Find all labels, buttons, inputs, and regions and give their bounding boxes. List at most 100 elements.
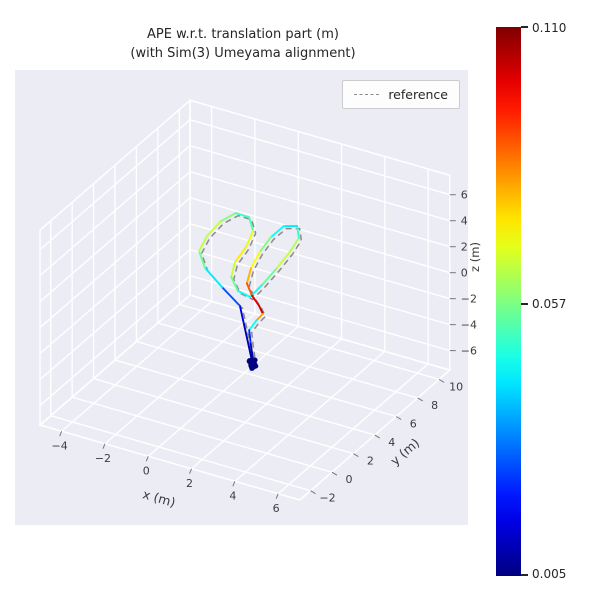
ape-path-segment [248, 216, 255, 232]
ape-path-segment [206, 220, 222, 237]
ape-path-segment [198, 234, 209, 252]
z-tick-label: −4 [461, 319, 477, 332]
x-axis-label: x (m) [141, 486, 177, 510]
ape-trajectory [198, 212, 300, 367]
ape-path-segment [245, 229, 255, 248]
x-tick-label: −4 [52, 439, 68, 452]
plot-title: APE w.r.t. translation part (m) [147, 27, 339, 42]
ape-path-segment [250, 251, 261, 270]
ape-path-segment [296, 225, 300, 239]
y-tick-mark [417, 397, 423, 402]
plot-title-block: APE w.r.t. translation part (m) (with Si… [0, 26, 486, 64]
ape-path-segment [248, 319, 258, 332]
colorbar-label-mid: 0.057 [532, 297, 567, 311]
grid-line [39, 119, 191, 251]
grid-line [157, 322, 418, 399]
ape-path-segment [258, 304, 264, 315]
y-tick-label: −2 [319, 492, 335, 505]
z-tick-label: 0 [461, 267, 468, 280]
x-tick-mark [275, 493, 279, 499]
grid-line [189, 222, 450, 300]
ape-path-segment [245, 267, 252, 285]
grid-line [39, 197, 191, 329]
colorbar-tick-min [521, 574, 528, 576]
ape-path-segment [251, 294, 261, 307]
y-tick-label: 4 [388, 436, 395, 449]
z-tick-label: 2 [461, 241, 468, 254]
ape-path-segment [221, 286, 241, 307]
y-tick-mark [353, 453, 359, 458]
grid-lines [39, 106, 450, 495]
y-tick-label: 0 [345, 473, 352, 486]
grid-line [114, 359, 375, 436]
colorbar-gradient [496, 27, 521, 576]
grid-line [39, 275, 191, 407]
grid-line [39, 145, 191, 277]
ape-path-segment [249, 343, 255, 361]
grid-line [189, 171, 450, 248]
ape-path-segment [234, 212, 251, 219]
grid-line [189, 197, 450, 274]
grid-line [179, 303, 440, 381]
ape-path-segment [198, 250, 206, 269]
x-tick-label: 0 [143, 464, 150, 477]
grid-line [50, 415, 311, 492]
tick-marks [59, 194, 456, 499]
start-point [252, 357, 258, 363]
grid-line [39, 223, 191, 355]
y-tick-label: 10 [449, 380, 463, 393]
z-tick-label: 6 [461, 189, 468, 202]
axes-box-edges [38, 98, 452, 501]
axes-background [15, 70, 468, 525]
ape-path-segment [289, 237, 300, 253]
start-point [249, 365, 255, 371]
z-tick-label: 4 [461, 215, 468, 228]
grid-line [189, 145, 450, 222]
ape-path-segment [275, 250, 291, 270]
x-tick-mark [189, 468, 193, 474]
z-axis-label: z (m) [468, 242, 482, 272]
grid-line [189, 248, 450, 326]
ape-path-segment [236, 289, 252, 298]
x-tick-label: 2 [186, 477, 193, 490]
grid-line [136, 340, 397, 418]
ape-path-segment [230, 261, 236, 278]
start-marker [246, 357, 259, 371]
y-tick-mark [310, 490, 316, 495]
grid-line [189, 274, 450, 352]
start-point [253, 363, 259, 369]
ape-path-segment [248, 329, 252, 345]
colorbar-tick-max [521, 26, 528, 28]
pane-edge [38, 294, 452, 501]
y-tick-mark [331, 471, 338, 476]
y-tick-mark [374, 434, 381, 439]
colorbar-tick-mid [521, 303, 528, 305]
ape-path-segment [230, 276, 239, 292]
legend-label: reference [388, 87, 448, 102]
y-tick-label: 8 [431, 399, 438, 412]
x-tick-mark [145, 456, 149, 462]
colorbar-label-max: 0.110 [532, 21, 567, 35]
grid-line [39, 249, 191, 381]
x-tick-label: 6 [273, 502, 280, 515]
ape-path-segment [261, 267, 278, 285]
x-tick-label: −2 [95, 452, 111, 465]
x-tick-mark [59, 431, 63, 437]
ape-path-segment [238, 304, 245, 325]
y-tick-mark [395, 416, 402, 420]
x-tick-mark [232, 481, 236, 487]
grid-line [71, 396, 333, 473]
y-tick-label: 2 [367, 455, 374, 468]
colorbar-label-min: 0.005 [532, 567, 567, 581]
start-point [246, 357, 254, 365]
ape-path-segment [270, 225, 285, 239]
colorbar [496, 27, 521, 576]
grid-line [189, 119, 450, 196]
grid-line [39, 171, 191, 303]
ape-path-segment [204, 266, 223, 289]
z-tick-label: −6 [461, 345, 477, 358]
dashed-line-icon [354, 94, 380, 95]
z-tick-label: −2 [461, 293, 477, 306]
